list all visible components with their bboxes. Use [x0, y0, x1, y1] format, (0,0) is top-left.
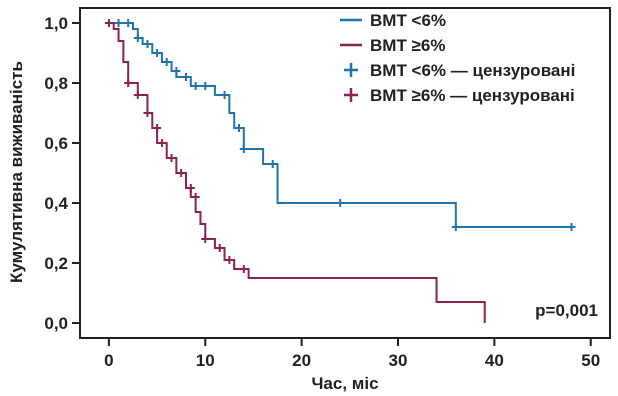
- censor-mark: [133, 91, 142, 99]
- survival-curve: [108, 22, 486, 323]
- x-axis-label: Час, міс: [311, 374, 378, 393]
- censor-mark: [172, 67, 181, 75]
- censor-mark: [177, 169, 186, 177]
- censor-mark: [104, 19, 113, 27]
- censor-mark: [167, 154, 176, 162]
- y-tick-label: 0,0: [44, 314, 68, 333]
- series-group: [104, 19, 486, 323]
- y-axis: 0,0 0,2 0,4 0,6 0,8 1,0: [44, 14, 80, 333]
- censor-mark: [133, 34, 142, 42]
- censor-mark: [124, 79, 133, 87]
- censor-mark: [182, 73, 190, 81]
- plot-frame: [79, 7, 611, 339]
- series-group: [108, 19, 576, 231]
- censor-mark: [239, 145, 248, 153]
- censor-mark: [124, 19, 133, 27]
- legend-label: ВМТ ≥6%: [370, 36, 445, 55]
- y-tick-label: 0,6: [44, 134, 68, 153]
- y-tick-label: 0,4: [44, 194, 68, 213]
- censor-mark: [567, 223, 576, 231]
- censor-mark: [114, 19, 123, 27]
- legend-label: ВМТ ≥6% — цензуровані: [370, 86, 575, 105]
- censor-mark: [153, 49, 162, 57]
- y-tick-label: 0,8: [44, 74, 68, 93]
- censor-mark: [162, 58, 171, 66]
- censor-mark: [143, 109, 152, 117]
- legend-label: ВМТ <6% — цензуровані: [370, 61, 575, 80]
- censor-mark: [143, 40, 152, 48]
- censor-mark: [153, 124, 162, 132]
- y-axis-label: Кумулятивна виживаність: [7, 61, 26, 283]
- censor-mark: [451, 223, 460, 231]
- x-tick-label: 40: [485, 351, 504, 370]
- censor-mark: [235, 124, 243, 132]
- censor-mark: [201, 82, 210, 90]
- x-tick-label: 20: [292, 351, 311, 370]
- censor-mark: [225, 256, 234, 264]
- censor-mark: [215, 244, 224, 252]
- censor-mark: [157, 139, 166, 147]
- legend-censor-swatch: [344, 63, 358, 77]
- censor-mark: [201, 235, 210, 243]
- censor-mark: [220, 91, 229, 99]
- x-axis: 0 10 20 30 40 50: [104, 338, 600, 370]
- legend: ВМТ <6% ВМТ ≥6% ВМТ <6% — цензуровані ВМТ ≥…: [340, 11, 575, 105]
- survival-curve: [108, 22, 572, 228]
- censor-mark: [239, 265, 248, 273]
- censor-mark: [186, 184, 195, 192]
- censor-mark: [191, 193, 200, 201]
- x-tick-label: 30: [389, 351, 408, 370]
- legend-censor-swatch: [344, 88, 358, 102]
- series-layer: [104, 19, 576, 323]
- x-tick-label: 50: [581, 351, 600, 370]
- censor-mark: [268, 160, 277, 168]
- censor-mark: [191, 82, 200, 90]
- censor-mark: [336, 199, 345, 207]
- y-tick-label: 1,0: [44, 14, 68, 33]
- legend-label: ВМТ <6%: [370, 11, 446, 30]
- x-tick-label: 10: [196, 351, 215, 370]
- x-tick-label: 0: [104, 351, 113, 370]
- p-value-annotation: p=0,001: [535, 301, 598, 320]
- y-tick-label: 0,2: [44, 254, 68, 273]
